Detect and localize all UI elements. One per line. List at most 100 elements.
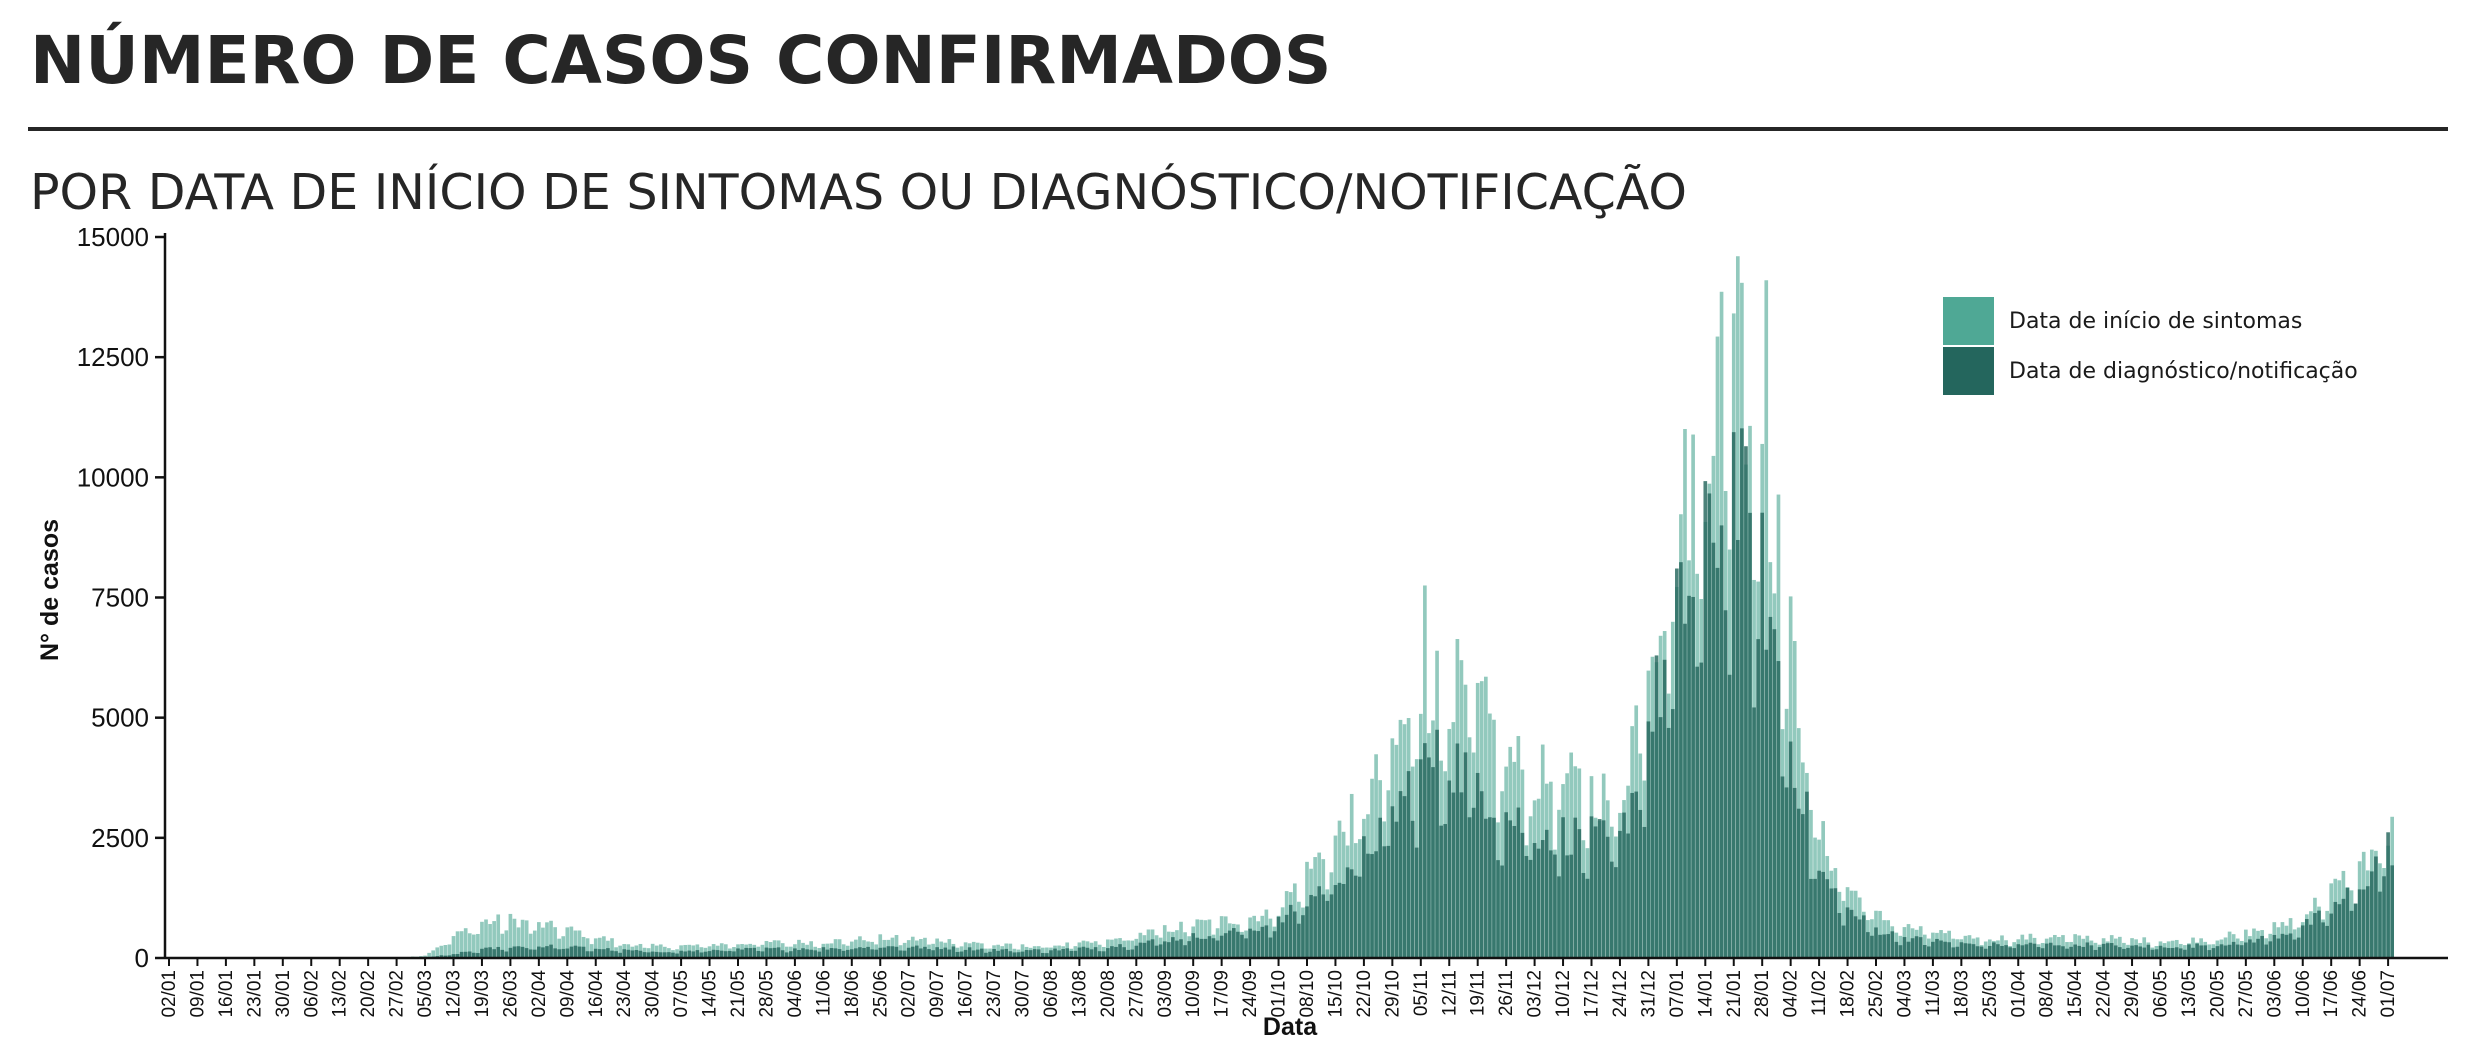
bar-diagnosis (1053, 948, 1057, 958)
bar-diagnosis (728, 950, 732, 958)
bar-diagnosis (626, 949, 631, 958)
y-tick-label: 2500 (91, 823, 149, 853)
bar-diagnosis (2032, 943, 2037, 958)
y-tick-label: 10000 (77, 462, 149, 492)
bar-diagnosis (2150, 949, 2155, 958)
legend-label-diagnosis: Data de diagnóstico/notificação (2009, 358, 2358, 384)
bar-diagnosis (1138, 942, 1143, 958)
bar-diagnosis (1740, 428, 1744, 958)
bar-diagnosis (1057, 950, 1061, 958)
y-tick-label: 5000 (91, 703, 149, 733)
bar-diagnosis (2004, 945, 2008, 958)
x-tick-label: 01/07 (2378, 970, 2399, 1018)
bar-diagnosis (756, 950, 761, 958)
bar-symptoms (585, 938, 590, 958)
bar-diagnosis (1097, 951, 1102, 958)
bar-diagnosis (2333, 901, 2338, 958)
bar-diagnosis (1683, 623, 1687, 958)
bar-diagnosis (866, 946, 870, 958)
bar-diagnosis (654, 951, 659, 958)
bar-diagnosis (1297, 923, 1301, 958)
bar-symptoms (719, 943, 724, 958)
x-tick-label: 28/01 (1752, 970, 1773, 1018)
bar-diagnosis (508, 947, 513, 958)
bar-diagnosis (1154, 945, 1159, 958)
bar-symptoms (1764, 280, 1769, 958)
bar-diagnosis (520, 946, 525, 958)
bar-diagnosis (784, 952, 789, 958)
bar-diagnosis (935, 947, 939, 958)
bar-diagnosis (2304, 919, 2309, 958)
bar-diagnosis (1272, 931, 1277, 958)
bar-diagnosis (1845, 907, 1850, 958)
bar-symptoms (561, 936, 566, 958)
bar-diagnosis (1284, 914, 1289, 958)
bar-diagnosis (1626, 833, 1630, 958)
bar-diagnosis (744, 947, 748, 958)
bar-diagnosis (1622, 812, 1626, 958)
bar-diagnosis (2300, 925, 2305, 958)
bar-diagnosis (1971, 944, 1976, 958)
bar-diagnosis (2378, 891, 2382, 958)
x-tick-label: 20/02 (358, 970, 379, 1018)
bar-diagnosis (1093, 947, 1098, 958)
x-tick-label: 13/08 (1069, 970, 1090, 1018)
bar-symptoms (524, 920, 529, 958)
bar-diagnosis (1394, 821, 1399, 958)
bar-diagnosis (1882, 934, 1886, 958)
bar-diagnosis (1158, 944, 1163, 958)
bar-diagnosis (1142, 942, 1147, 958)
bar-diagnosis (1423, 743, 1427, 958)
bar-diagnosis (789, 951, 793, 958)
bar-diagnosis (561, 948, 566, 958)
bar-symptoms (658, 944, 663, 958)
legend-swatch-diagnosis (1943, 347, 1994, 395)
x-tick-label: 24/06 (2350, 970, 2371, 1018)
bar-diagnosis (2093, 949, 2098, 958)
x-tick-label: 19/11 (1468, 970, 1489, 1016)
bar-diagnosis (955, 951, 960, 958)
bar-diagnosis (2361, 889, 2366, 958)
bar-diagnosis (858, 947, 862, 958)
bar-diagnosis (1801, 814, 1805, 958)
bar-diagnosis (1577, 829, 1582, 958)
bar-diagnosis (2203, 945, 2208, 958)
bar-diagnosis (695, 950, 700, 958)
bar-diagnosis (1187, 941, 1191, 958)
bar-diagnosis (1630, 792, 1634, 958)
bar-diagnosis (748, 948, 753, 958)
bar-symptoms (484, 919, 488, 958)
x-tick-label: 27/05 (2236, 970, 2257, 1018)
bar-diagnosis (1983, 948, 1988, 958)
bar-diagnosis (2211, 948, 2216, 958)
bar-diagnosis (711, 949, 716, 958)
bar-diagnosis (569, 946, 574, 958)
bar-diagnosis (2191, 947, 2195, 958)
x-tick-label: 05/11 (1411, 970, 1432, 1016)
chart-subtitle: POR DATA DE INÍCIO DE SINTOMAS OU DIAGNÓ… (30, 164, 1688, 221)
bar-diagnosis (1146, 940, 1151, 958)
bar-diagnosis (634, 950, 639, 958)
bar-symptoms (512, 918, 517, 958)
bar-diagnosis (1723, 610, 1728, 958)
bar-diagnosis (1471, 807, 1476, 958)
bar-diagnosis (1447, 780, 1452, 958)
bar-diagnosis (1768, 616, 1773, 958)
bar-symptoms (577, 930, 582, 958)
bar-diagnosis (581, 946, 586, 958)
x-axis: 02/01 09/01 16/01 23/01 30/01 06/02 13/02 20/02… (159, 956, 2448, 1018)
x-tick-label: 02/07 (899, 970, 920, 1018)
bar-diagnosis (1967, 943, 1972, 958)
bar-diagnosis (1329, 894, 1334, 958)
x-tick-label: 14/01 (1695, 970, 1716, 1018)
bar-diagnosis (650, 951, 655, 958)
bar-diagnosis (1020, 951, 1025, 958)
bar-diagnosis (1435, 729, 1439, 958)
x-tick-label: 27/02 (387, 970, 408, 1018)
bar-diagnosis (524, 948, 529, 958)
bar-diagnosis (1837, 913, 1842, 958)
bar-diagnosis (1240, 934, 1244, 958)
bar-diagnosis (2296, 937, 2301, 958)
bar-diagnosis (829, 948, 834, 958)
bar-diagnosis (801, 948, 805, 958)
